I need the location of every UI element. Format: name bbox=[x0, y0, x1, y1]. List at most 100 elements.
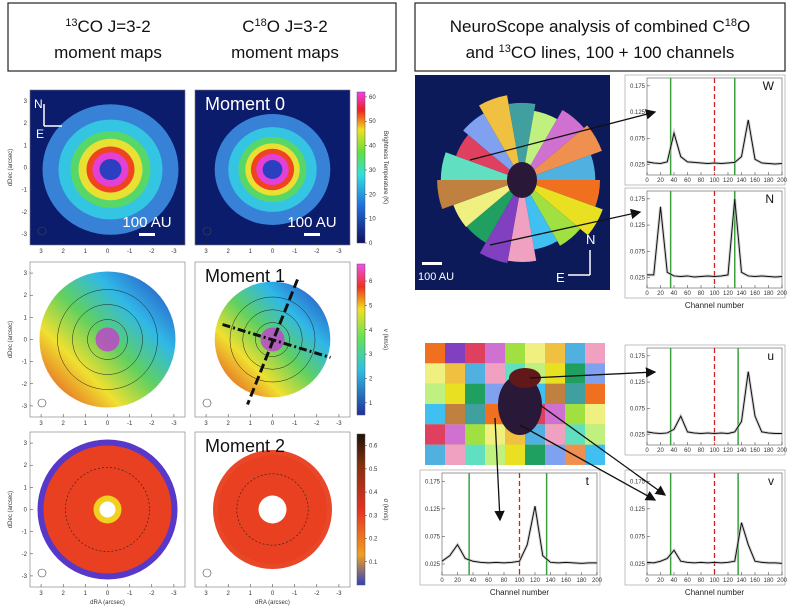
y-tick-label: 3 bbox=[24, 441, 28, 447]
y-tick-label: 1 bbox=[24, 315, 28, 321]
x-tick-label: 1 bbox=[84, 249, 88, 255]
colorbar-tick-label: 0.4 bbox=[369, 490, 378, 496]
x-tick-label: 0 bbox=[106, 591, 110, 597]
colorbar-tick-label: 10 bbox=[369, 217, 376, 223]
y-tick-label: 2 bbox=[24, 293, 28, 299]
x-tick-label: 40 bbox=[671, 448, 678, 454]
header-text: moment maps bbox=[231, 43, 339, 62]
x-tick-label: -1 bbox=[127, 249, 133, 255]
zoom-segment bbox=[545, 424, 565, 444]
x-tick-label: 180 bbox=[763, 448, 774, 454]
text: C bbox=[242, 17, 254, 36]
y-tick-label: 0.175 bbox=[630, 84, 646, 90]
x-tick-label: 0 bbox=[106, 249, 110, 255]
x-tick-label: 3 bbox=[204, 591, 208, 597]
colorbar-tick-label: 4 bbox=[369, 328, 373, 334]
text: O J=3-2 bbox=[267, 17, 328, 36]
x-tick-label: -2 bbox=[314, 249, 320, 255]
colorbar bbox=[357, 434, 365, 585]
x-axis-label: Channel number bbox=[685, 301, 744, 310]
zoom-segment bbox=[425, 384, 445, 404]
x-tick-label: 80 bbox=[698, 578, 705, 584]
x-tick-label: 120 bbox=[723, 178, 734, 184]
x-tick-label: -1 bbox=[292, 421, 298, 427]
x-tick-label: 100 bbox=[709, 578, 720, 584]
zoom-segment bbox=[425, 404, 445, 424]
y-tick-label: 0.075 bbox=[630, 249, 646, 255]
x-tick-label: 200 bbox=[777, 178, 788, 184]
x-tick-label: 80 bbox=[698, 448, 705, 454]
colorbar-tick-label: 0.6 bbox=[369, 444, 378, 450]
x-tick-label: -3 bbox=[336, 591, 342, 597]
scalebar bbox=[139, 233, 155, 236]
panel-label: W bbox=[763, 79, 775, 93]
header-text: and 13CO lines, 100 + 100 channels bbox=[466, 43, 735, 62]
x-tick-label: -2 bbox=[314, 421, 320, 427]
x-tick-label: 80 bbox=[698, 178, 705, 184]
panel-label: u bbox=[767, 349, 774, 363]
x-tick-label: 200 bbox=[777, 578, 788, 584]
x-tick-label: 60 bbox=[485, 578, 492, 584]
x-tick-label: -3 bbox=[336, 249, 342, 255]
x-tick-label: 60 bbox=[684, 578, 691, 584]
x-tick-label: 3 bbox=[204, 249, 208, 255]
colorbar-tick-label: 0.2 bbox=[369, 537, 378, 543]
colorbar-tick-label: 0.1 bbox=[369, 560, 378, 566]
zoom-segment bbox=[485, 363, 505, 383]
x-axis-label: dRA (arcsec) bbox=[255, 600, 290, 606]
y-tick-label: 0.025 bbox=[630, 433, 646, 439]
x-tick-label: 80 bbox=[501, 578, 508, 584]
x-tick-label: 100 bbox=[709, 178, 720, 184]
x-tick-label: 3 bbox=[39, 249, 43, 255]
x-tick-label: 160 bbox=[750, 178, 761, 184]
header-text: C18O J=3-2 bbox=[242, 17, 327, 36]
x-tick-label: 20 bbox=[657, 578, 664, 584]
y-tick-label: 1 bbox=[24, 143, 28, 149]
zoom-segment bbox=[425, 445, 445, 465]
x-tick-label: 0 bbox=[106, 421, 110, 427]
zoom-segment bbox=[585, 384, 605, 404]
y-tick-label: 2 bbox=[24, 121, 28, 127]
zoom-segment bbox=[565, 363, 585, 383]
y-tick-label: 0.175 bbox=[425, 479, 441, 485]
x-tick-label: 20 bbox=[657, 448, 664, 454]
zoom-segment bbox=[505, 343, 525, 363]
east-label: E bbox=[556, 270, 565, 285]
x-tick-label: 20 bbox=[657, 178, 664, 184]
colorbar-tick-label: 30 bbox=[369, 168, 376, 174]
y-tick-label: -2 bbox=[22, 210, 28, 216]
text: and bbox=[466, 43, 499, 62]
y-tick-label: -3 bbox=[22, 404, 28, 410]
colorbar-tick-label: 0.3 bbox=[369, 513, 378, 519]
zoom-segment bbox=[505, 445, 525, 465]
y-tick-label: -3 bbox=[22, 574, 28, 580]
text: NeuroScope analysis of combined C bbox=[450, 17, 725, 36]
y-tick-label: 0 bbox=[24, 338, 28, 344]
colorbar-tick-label: 40 bbox=[369, 144, 376, 150]
x-tick-label: 180 bbox=[763, 291, 774, 297]
x-tick-label: 180 bbox=[763, 178, 774, 184]
zoom-segment bbox=[465, 343, 485, 363]
x-tick-label: 2 bbox=[62, 591, 66, 597]
x-tick-label: -2 bbox=[149, 591, 155, 597]
x-tick-label: 3 bbox=[39, 421, 43, 427]
colorbar bbox=[357, 92, 365, 243]
x-tick-label: 2 bbox=[62, 249, 66, 255]
panel-label: Moment 0 bbox=[205, 94, 285, 114]
spectrum-frame bbox=[625, 345, 785, 455]
zoom-segment bbox=[445, 424, 465, 444]
x-tick-label: 40 bbox=[671, 291, 678, 297]
y-tick-label: 0 bbox=[24, 166, 28, 172]
zoom-segment bbox=[465, 445, 485, 465]
x-tick-label: 1 bbox=[249, 249, 253, 255]
y-tick-label: -2 bbox=[22, 552, 28, 558]
zoom-segment bbox=[565, 343, 585, 363]
x-tick-label: 2 bbox=[227, 249, 231, 255]
panels: 100 AUNE3210-1-2-3-3-2-10123100 AU3210-1… bbox=[8, 75, 788, 606]
x-tick-label: 120 bbox=[723, 448, 734, 454]
x-tick-label: 20 bbox=[657, 291, 664, 297]
north-label: N bbox=[34, 97, 43, 111]
panel-label: v bbox=[768, 474, 774, 488]
y-tick-label: 3 bbox=[24, 271, 28, 277]
text: CO J=3-2 bbox=[78, 17, 151, 36]
